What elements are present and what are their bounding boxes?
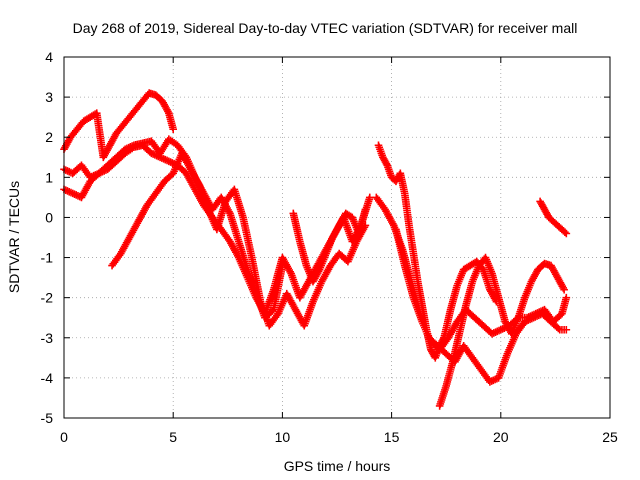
series-arc-5 bbox=[289, 205, 370, 286]
x-axis-label: GPS time / hours bbox=[284, 458, 391, 474]
axis-ticks: 0 5 10 15 20 25 -5 -4 -3 -2 -1 0 1 2 3 4 bbox=[41, 49, 618, 445]
series-arc-6 bbox=[374, 141, 448, 362]
data-point bbox=[492, 297, 501, 306]
x-tick-label: 20 bbox=[493, 429, 509, 445]
y-tick-label: -1 bbox=[41, 250, 54, 266]
x-tick-label: 0 bbox=[60, 429, 68, 445]
y-tick-label: -4 bbox=[41, 370, 54, 386]
y-tick-label: 2 bbox=[45, 129, 53, 145]
y-tick-label: -2 bbox=[41, 290, 54, 306]
y-tick-label: -5 bbox=[41, 410, 54, 426]
chart-title: Day 268 of 2019, Sidereal Day-to-day VTE… bbox=[73, 20, 578, 36]
x-tick-label: 25 bbox=[602, 429, 618, 445]
y-tick-label: 1 bbox=[45, 169, 53, 185]
grid-lines bbox=[64, 57, 610, 418]
data-point bbox=[169, 125, 177, 133]
y-tick-label: -3 bbox=[41, 330, 54, 346]
series-arc-11 bbox=[536, 197, 571, 238]
plot-frame bbox=[63, 56, 611, 419]
y-axis-label: SDTVAR / TECUs bbox=[6, 181, 22, 293]
data-point bbox=[562, 325, 571, 334]
data-marks bbox=[60, 89, 571, 410]
series-arc-10 bbox=[440, 257, 501, 342]
series-arc-8 bbox=[392, 225, 571, 354]
y-tick-label: 0 bbox=[45, 209, 53, 225]
series-arc-1 bbox=[60, 89, 177, 162]
data-point bbox=[560, 285, 568, 294]
data-point bbox=[361, 205, 370, 214]
data-point bbox=[562, 293, 571, 302]
series-arc-4 bbox=[108, 149, 370, 330]
data-point bbox=[365, 193, 374, 202]
data-point bbox=[562, 229, 571, 238]
x-tick-label: 15 bbox=[384, 429, 400, 445]
series-arc-9 bbox=[435, 253, 568, 410]
x-tick-label: 10 bbox=[275, 429, 291, 445]
x-tick-label: 5 bbox=[169, 429, 177, 445]
y-tick-label: 3 bbox=[45, 89, 53, 105]
y-tick-label: 4 bbox=[45, 49, 53, 65]
